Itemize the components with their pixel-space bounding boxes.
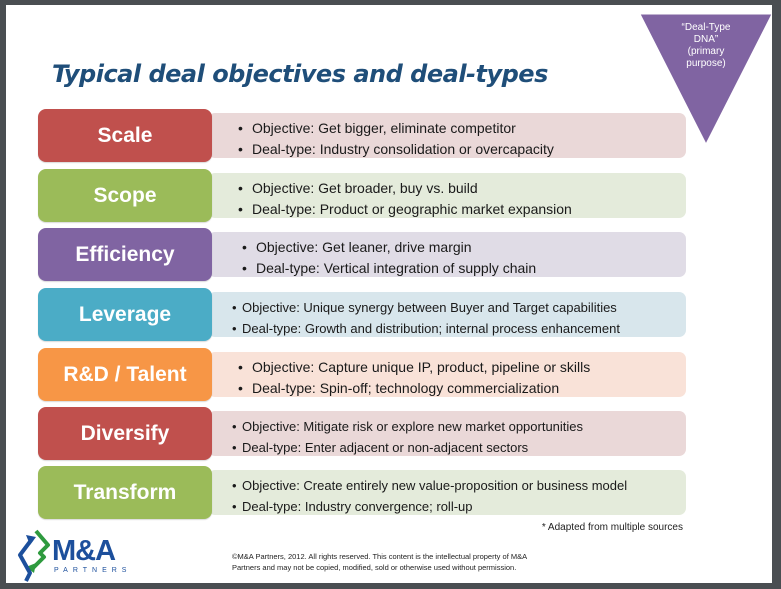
bullet-icon: •: [232, 440, 237, 455]
deal-description: • Objective: Capture unique IP, product, …: [208, 352, 686, 397]
slide: Typical deal objectives and deal-types “…: [6, 5, 772, 583]
objective-line: • Objective: Get bigger, eliminate compet…: [238, 118, 686, 139]
deal-label-diversify: Diversify: [38, 407, 212, 460]
deal-row-scope: • Objective: Get broader, buy vs. build •…: [38, 169, 688, 223]
deal-description: • Objective: Unique synergy between Buyer…: [208, 292, 686, 337]
bullet-icon: •: [238, 180, 243, 196]
deal-type-text: Deal-type: Vertical integration of suppl…: [256, 260, 537, 276]
deal-label-efficiency: Efficiency: [38, 228, 212, 281]
logo-subtitle: PARTNERS: [54, 567, 132, 574]
company-logo: M&A PARTNERS: [14, 529, 132, 585]
deal-row-leverage: • Objective: Unique synergy between Buyer…: [38, 288, 688, 342]
objective-line: • Objective: Get broader, buy vs. build: [238, 178, 686, 199]
deal-description: • Objective: Get broader, buy vs. build •…: [208, 173, 686, 218]
bullet-icon: •: [232, 321, 237, 336]
deal-type-line: • Deal-type: Spin-off; technology commerc…: [238, 378, 686, 399]
deal-type-line: • Deal-type: Growth and distribution; int…: [232, 318, 686, 339]
objective-line: • Objective: Mitigate risk or explore new…: [232, 416, 686, 437]
deal-label-transform: Transform: [38, 466, 212, 519]
deal-row-scale: • Objective: Get bigger, eliminate compet…: [38, 109, 688, 163]
deal-type-line: • Deal-type: Product or geographic market…: [238, 199, 686, 220]
bullet-icon: •: [238, 120, 243, 136]
deal-description: • Objective: Get bigger, eliminate compet…: [208, 113, 686, 158]
dna-badge-text: “Deal-Type DNA” (primary purpose): [670, 22, 742, 70]
dna-line-2: DNA”: [693, 34, 719, 45]
objective-text: Objective: Get bigger, eliminate competi…: [252, 120, 516, 136]
objective-text: Objective: Get leaner, drive margin: [256, 239, 472, 255]
copyright-line-2: Partners and may not be copied, modified…: [232, 563, 517, 572]
source-note: * Adapted from multiple sources: [541, 522, 683, 533]
objective-text: Objective: Unique synergy between Buyer …: [242, 300, 617, 315]
bullet-icon: •: [242, 239, 247, 255]
objective-line: • Objective: Capture unique IP, product, …: [238, 357, 686, 378]
deal-row-rd-talent: • Objective: Capture unique IP, product, …: [38, 348, 688, 402]
bullet-icon: •: [238, 380, 243, 396]
deal-row-efficiency: • Objective: Get leaner, drive margin • De…: [38, 228, 688, 282]
objective-text: Objective: Capture unique IP, product, p…: [252, 359, 591, 375]
copyright-line-1: ©M&A Partners, 2012. All rights reserved…: [232, 552, 528, 561]
deal-type-line: • Deal-type: Industry convergence; roll-u…: [232, 496, 686, 517]
bullet-icon: •: [232, 499, 237, 514]
objective-text: Objective: Mitigate risk or explore new …: [242, 419, 584, 434]
bullet-icon: •: [232, 478, 237, 493]
dna-line-3: (primary: [687, 46, 725, 57]
deal-type-line: • Deal-type: Industry consolidation or ov…: [238, 139, 686, 160]
deal-description: • Objective: Get leaner, drive margin • De…: [208, 232, 686, 277]
deal-row-transform: • Objective: Create entirely new value-pr…: [38, 466, 688, 520]
deal-label-leverage: Leverage: [38, 288, 212, 341]
bullet-icon: •: [232, 300, 237, 315]
deal-label-scale: Scale: [38, 109, 212, 162]
objective-text: Objective: Create entirely new value-pro…: [242, 478, 628, 493]
deal-type-text: Deal-type: Enter adjacent or non-adjacen…: [242, 440, 529, 455]
deal-label-rd-talent: R&D / Talent: [38, 348, 212, 401]
deal-type-text: Deal-type: Product or geographic market …: [252, 201, 572, 217]
inverted-triangle-icon: [640, 14, 772, 144]
bullet-icon: •: [238, 201, 243, 217]
bullet-icon: •: [238, 141, 243, 157]
deal-label-scope: Scope: [38, 169, 212, 222]
objective-line: • Objective: Create entirely new value-pr…: [232, 475, 686, 496]
arrows-logo-icon: [18, 529, 50, 582]
copyright-notice: ©M&A Partners, 2012. All rights reserved…: [232, 551, 527, 573]
bullet-icon: •: [232, 419, 237, 434]
objective-line: • Objective: Get leaner, drive margin: [242, 237, 686, 258]
bullet-icon: •: [242, 260, 247, 276]
deal-type-text: Deal-type: Industry convergence; roll-up: [242, 499, 473, 514]
deal-type-line: • Deal-type: Vertical integration of supp…: [242, 258, 686, 279]
deal-type-text: Deal-type: Industry consolidation or ove…: [252, 141, 554, 157]
deal-row-diversify: • Objective: Mitigate risk or explore new…: [38, 407, 688, 461]
logo-wordmark: M&A: [52, 535, 116, 567]
deal-type-text: Deal-type: Growth and distribution; inte…: [242, 321, 620, 336]
bullet-icon: •: [238, 359, 243, 375]
dna-line-4: purpose): [686, 58, 726, 69]
deal-type-dna-badge: “Deal-Type DNA” (primary purpose): [640, 14, 772, 144]
deal-description: • Objective: Create entirely new value-pr…: [208, 470, 686, 515]
deal-description: • Objective: Mitigate risk or explore new…: [208, 411, 686, 456]
deal-type-text: Deal-type: Spin-off; technology commerci…: [252, 380, 560, 396]
dna-line-1: “Deal-Type: [681, 22, 731, 33]
deal-type-line: • Deal-type: Enter adjacent or non-adjace…: [232, 437, 686, 458]
objective-text: Objective: Get broader, buy vs. build: [252, 180, 478, 196]
objective-line: • Objective: Unique synergy between Buyer…: [232, 297, 686, 318]
slide-title: Typical deal objectives and deal-types: [52, 60, 548, 88]
